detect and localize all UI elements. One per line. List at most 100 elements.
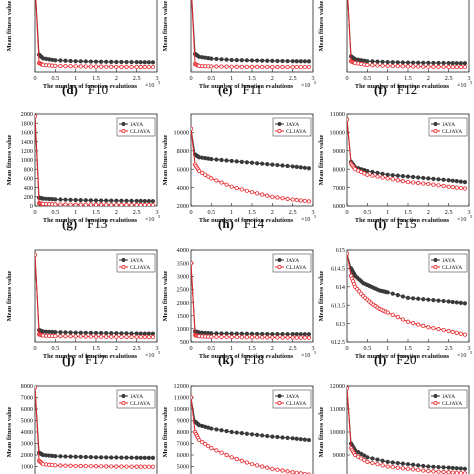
legend-label: CLJAYA	[442, 401, 462, 407]
data-point	[249, 432, 255, 437]
data-point	[134, 334, 139, 340]
y-tick-label: 200	[24, 194, 33, 201]
x-exponent-label: ×10	[457, 353, 466, 359]
data-point	[416, 467, 421, 473]
caption-letter: (h)	[218, 216, 234, 231]
data-point	[441, 64, 446, 69]
data-point	[454, 300, 459, 305]
data-point	[254, 432, 260, 437]
data-point	[431, 464, 436, 469]
x-tick-label: 1	[386, 345, 389, 352]
data-point	[375, 457, 380, 462]
data-point	[138, 202, 143, 206]
data-point	[380, 59, 385, 64]
caption-function: F15	[396, 216, 417, 231]
data-point	[150, 60, 156, 65]
data-point	[146, 331, 151, 336]
legend-label: CLJAYA	[286, 129, 306, 135]
x-tick-label: 0	[189, 345, 192, 352]
data-point	[142, 60, 147, 65]
data-point	[53, 63, 58, 68]
data-point	[306, 332, 312, 337]
data-point	[146, 455, 151, 460]
legend-marker	[433, 400, 438, 405]
data-point	[124, 59, 129, 65]
data-point	[150, 455, 156, 460]
data-point	[290, 436, 295, 441]
data-point	[88, 59, 94, 64]
data-point	[454, 64, 459, 70]
x-exponent-power: 5	[158, 214, 161, 219]
data-point	[98, 464, 104, 469]
data-point	[63, 334, 68, 339]
data-point	[395, 315, 400, 320]
y-tick-label: 4000	[177, 247, 189, 254]
data-point	[88, 64, 94, 69]
x-tick-label: 0.5	[207, 209, 215, 216]
data-point	[68, 64, 73, 69]
y-axis-label: Mean fitness value	[318, 0, 325, 51]
data-point	[270, 162, 275, 167]
caption-letter: (f)	[374, 82, 387, 97]
data-point	[191, 261, 194, 266]
data-point	[244, 160, 250, 165]
data-point	[260, 64, 265, 70]
data-point	[73, 202, 78, 206]
legend-marker	[433, 393, 438, 398]
data-point	[229, 334, 234, 340]
data-point	[224, 429, 229, 434]
data-point	[302, 332, 307, 337]
data-point	[73, 334, 78, 339]
data-point	[104, 455, 109, 460]
data-point	[302, 59, 307, 64]
chart-panel-6: 0 0.5 1 1.5 2 2.5 3×10 5 The number of function …	[6, 249, 161, 360]
data-point	[265, 64, 270, 70]
legend-label: JAYA	[130, 394, 143, 400]
chart-panel-9: 1000200030004000500060007000800000.511.5…	[6, 383, 158, 474]
series-cljaya	[347, 251, 468, 337]
y-tick-label: 11000	[330, 406, 345, 413]
data-point	[109, 198, 114, 203]
data-point	[446, 60, 451, 66]
chart-panel-11: 8000900010000110001200000.511.522.53×105…	[318, 383, 470, 474]
y-tick-label: 1500	[177, 313, 189, 320]
data-point	[390, 460, 395, 465]
data-point	[138, 60, 143, 65]
x-tick-label: 1	[230, 209, 233, 216]
data-point	[68, 334, 73, 339]
data-point	[441, 177, 446, 182]
data-point	[306, 59, 312, 64]
caption-letter: (g)	[62, 216, 78, 231]
data-point	[390, 63, 395, 69]
y-tick-label: 10000	[174, 130, 189, 137]
data-point	[390, 177, 395, 182]
x-tick-label: 2	[427, 345, 430, 352]
x-tick-label: 0	[33, 209, 36, 216]
series-cljaya	[347, 117, 468, 191]
data-point	[356, 454, 361, 459]
x-exponent-power: 5	[314, 350, 317, 355]
data-point	[294, 197, 299, 203]
data-point	[446, 299, 451, 304]
data-point	[88, 455, 94, 460]
x-tick-label: 1.5	[404, 209, 412, 216]
data-point	[306, 64, 312, 70]
data-point	[93, 334, 99, 339]
legend-label: JAYA	[130, 258, 143, 264]
data-point	[365, 455, 370, 460]
data-point	[400, 60, 406, 65]
data-point	[78, 59, 83, 64]
data-point	[375, 462, 380, 467]
caption-function: F17	[85, 352, 106, 367]
data-point	[385, 290, 390, 295]
data-point	[88, 198, 94, 203]
caption-i: (i) F15	[374, 216, 417, 232]
data-point	[114, 331, 119, 336]
data-point	[68, 197, 73, 202]
x-tick-label: 2	[427, 209, 430, 216]
x-tick-label: 2	[271, 209, 274, 216]
data-point	[370, 59, 375, 64]
data-point	[306, 335, 312, 340]
data-point	[405, 319, 411, 324]
x-axis-label: The number of function evalutions	[355, 83, 450, 90]
